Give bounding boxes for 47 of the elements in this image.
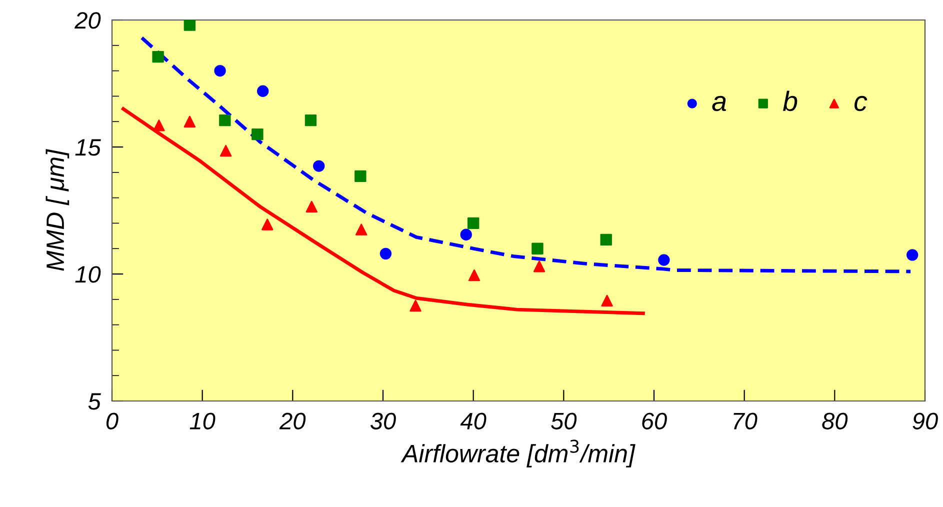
line-series [140,36,912,274]
point [153,120,165,132]
point [184,20,196,31]
point [257,85,269,97]
y-axis-title: MMD [ μm] [46,149,70,271]
x-tick-label: 70 [734,412,758,430]
x-tick-label: 0 [106,412,118,430]
point [658,254,670,266]
x-tick-label: 30 [370,412,396,430]
point [304,114,317,126]
x-axis-title: Airflowrate [dm$^{3}$/min] [400,440,636,468]
point [467,217,480,230]
y-tick-label: 10 [75,266,101,283]
point [313,160,325,172]
point [219,114,231,126]
x-tick-label: 40 [460,412,486,430]
point [306,200,318,213]
point [184,116,196,128]
line-series [122,107,645,316]
point [220,144,232,157]
x-tick-label: 60 [642,412,667,430]
point [460,228,472,240]
point [355,224,368,236]
x-tick-label: 50 [551,412,577,430]
point [533,260,546,272]
point [252,128,264,140]
point [152,50,164,63]
x-tick-label: 10 [190,412,216,430]
point [380,248,392,260]
x-tick-label: 20 [279,412,306,430]
point [262,218,274,230]
point [532,242,544,254]
y-tick-label: 15 [75,139,101,156]
point [410,300,422,312]
point [906,249,918,261]
point [601,294,613,307]
x-tick-label: 80 [822,412,848,430]
point [468,269,480,282]
y-tick-label: 20 [74,12,101,29]
y-tick-label: 5 [88,393,101,410]
x-tick-label: 90 [912,412,938,430]
legend-label: c [854,96,868,112]
point [214,64,226,77]
legend-label: a [712,96,726,112]
point [600,234,612,246]
legend-label: b [782,90,798,112]
point [354,170,366,182]
